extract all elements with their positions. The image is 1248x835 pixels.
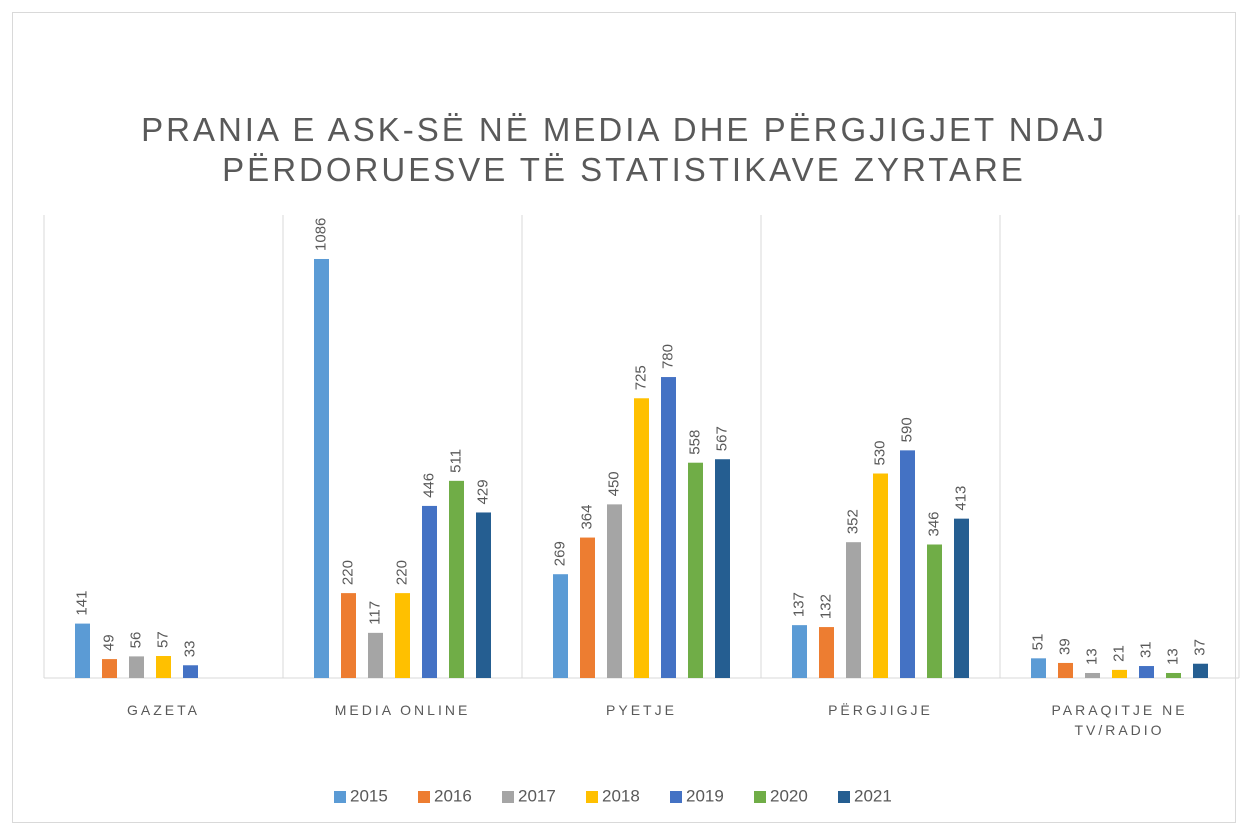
data-label: 137: [790, 592, 807, 617]
x-tick-label: PËRGJIGJE: [828, 702, 933, 718]
bar: [1085, 672, 1100, 678]
bar: [1139, 666, 1154, 678]
data-label: 56: [127, 632, 144, 649]
bar: [688, 462, 703, 678]
legend-label: 2017: [518, 786, 556, 805]
legend-label: 2019: [686, 786, 724, 805]
bar: [156, 656, 171, 678]
bar: [661, 377, 676, 678]
x-label-box: PARAQITJE NE TV/RADIO: [1051, 702, 1188, 738]
bar: [1058, 662, 1073, 678]
bar: [449, 480, 464, 678]
data-label: 132: [817, 594, 834, 619]
bar: [1193, 663, 1208, 678]
data-label: 39: [1056, 638, 1073, 655]
bar: [476, 512, 491, 678]
bar: [341, 593, 356, 678]
title-box: PRANIA E ASK-SË NË MEDIA DHE PËRGJIGJET …: [141, 111, 1107, 188]
data-label: 13: [1164, 648, 1181, 665]
data-label: 220: [393, 560, 410, 585]
data-label: 37: [1191, 639, 1208, 656]
data-label: 49: [100, 634, 117, 651]
bar: [183, 665, 198, 678]
data-label: 567: [713, 426, 730, 451]
data-label: 33: [181, 641, 198, 658]
data-label: 352: [844, 509, 861, 534]
data-label: 31: [1137, 641, 1154, 658]
bar: [819, 627, 834, 678]
bar: [102, 659, 117, 678]
data-label: 590: [898, 417, 915, 442]
data-label: 346: [925, 511, 942, 536]
data-label: 725: [632, 365, 649, 390]
chart-title: PRANIA E ASK-SË NË MEDIA DHE PËRGJIGJET …: [141, 111, 1107, 188]
legend-label: 2018: [602, 786, 640, 805]
data-label: 558: [686, 430, 703, 455]
legend-swatch: [418, 791, 430, 803]
bar: [715, 459, 730, 678]
bar: [900, 450, 915, 678]
bar: [954, 518, 969, 678]
bar: [792, 625, 807, 678]
bar: [422, 505, 437, 678]
data-label: 446: [420, 473, 437, 498]
data-label: 413: [952, 486, 969, 511]
legend-swatch: [586, 791, 598, 803]
bar: [129, 656, 144, 678]
bar: [634, 398, 649, 678]
bar: [395, 593, 410, 678]
bar: [75, 623, 90, 678]
bar: [553, 574, 568, 678]
x-label-box: MEDIA ONLINE: [334, 702, 471, 718]
bar: [927, 544, 942, 678]
bar: [873, 473, 888, 678]
bar: [580, 537, 595, 678]
data-label: 1086: [312, 218, 329, 251]
x-label-box: GAZETA: [127, 702, 200, 718]
data-label: 220: [339, 560, 356, 585]
data-label: 51: [1029, 634, 1046, 651]
bar: [314, 258, 329, 678]
bar: [368, 632, 383, 678]
legend-label: 2016: [434, 786, 472, 805]
x-tick-label: PYETJE: [606, 702, 677, 718]
legend-label: 2015: [350, 786, 388, 805]
data-label: 429: [474, 479, 491, 504]
chart-border: [12, 12, 1236, 823]
data-label: 780: [659, 344, 676, 369]
data-label: 511: [447, 449, 464, 473]
bar: [1166, 672, 1181, 678]
data-label: 21: [1110, 645, 1127, 662]
bar: [607, 504, 622, 678]
data-label: 450: [605, 471, 622, 496]
legend-swatch: [334, 791, 346, 803]
x-label-box: PYETJE: [606, 702, 677, 718]
legend-label: 2020: [770, 786, 808, 805]
x-tick-label: PARAQITJE NE TV/RADIO: [1051, 702, 1188, 738]
data-label: 269: [551, 541, 568, 566]
legend-swatch: [670, 791, 682, 803]
bar: [1112, 669, 1127, 678]
data-label: 364: [578, 505, 595, 530]
legend-swatch: [754, 791, 766, 803]
legend-swatch: [838, 791, 850, 803]
x-label-box: PËRGJIGJE: [828, 702, 933, 718]
data-label: 13: [1083, 648, 1100, 665]
data-label: 530: [871, 440, 888, 465]
bar: [1031, 658, 1046, 678]
legend-swatch: [502, 791, 514, 803]
data-label: 117: [366, 601, 383, 625]
bar: [846, 542, 861, 678]
x-tick-label: GAZETA: [127, 702, 200, 718]
data-label: 57: [154, 631, 171, 648]
legend-label: 2021: [854, 786, 892, 805]
x-tick-label: MEDIA ONLINE: [334, 702, 471, 718]
data-label: 141: [73, 591, 90, 616]
